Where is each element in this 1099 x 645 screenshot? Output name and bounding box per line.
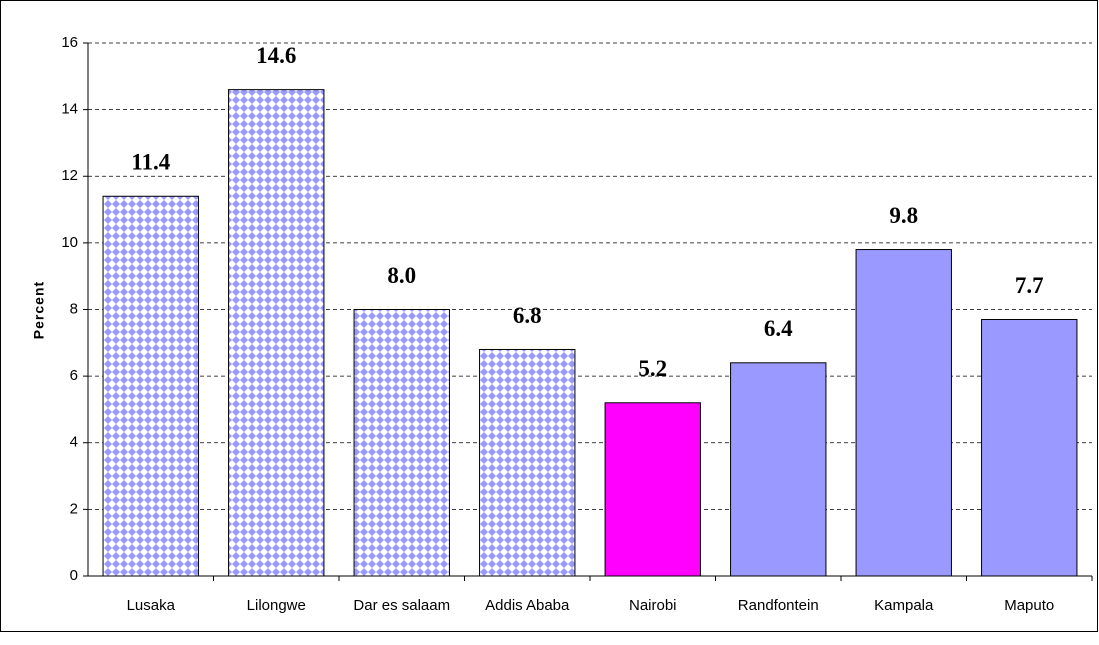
bar (479, 348, 576, 577)
bar (228, 89, 325, 577)
value-label: 6.4 (764, 316, 793, 341)
x-tick-label: Randfontein (738, 597, 819, 614)
y-tick-label: 16 (61, 34, 78, 51)
x-tick-label: Kampala (874, 597, 934, 614)
value-label: 7.7 (1015, 273, 1044, 298)
y-tick-label: 6 (70, 367, 78, 384)
x-tick-label: Lusaka (127, 597, 176, 614)
value-label: 8.0 (387, 263, 416, 288)
bar (981, 318, 1078, 577)
y-tick-label: 14 (61, 101, 78, 118)
x-tick-label: Addis Ababa (485, 597, 570, 614)
bar (102, 195, 199, 577)
bar (604, 402, 701, 577)
x-tick-label: Dar es salaam (353, 597, 450, 614)
x-tick-label: Lilongwe (247, 597, 306, 614)
x-tick-label: Maputo (1004, 597, 1054, 614)
value-label: 9.8 (889, 203, 918, 228)
y-tick-label: 10 (61, 234, 78, 251)
y-tick-label: 4 (70, 434, 78, 451)
value-label: 5.2 (638, 356, 667, 381)
y-tick-label: 0 (70, 567, 78, 584)
value-label: 6.8 (513, 303, 542, 328)
bar (353, 309, 450, 577)
y-axis-label: Percent (31, 281, 47, 339)
value-label: 14.6 (256, 43, 296, 68)
bar (730, 362, 827, 577)
y-tick-label: 8 (70, 300, 78, 317)
bar (855, 249, 952, 577)
y-tick-label: 12 (61, 167, 78, 184)
value-label: 11.4 (131, 150, 170, 175)
x-tick-label: Nairobi (629, 597, 677, 614)
y-tick-label: 2 (70, 500, 78, 517)
